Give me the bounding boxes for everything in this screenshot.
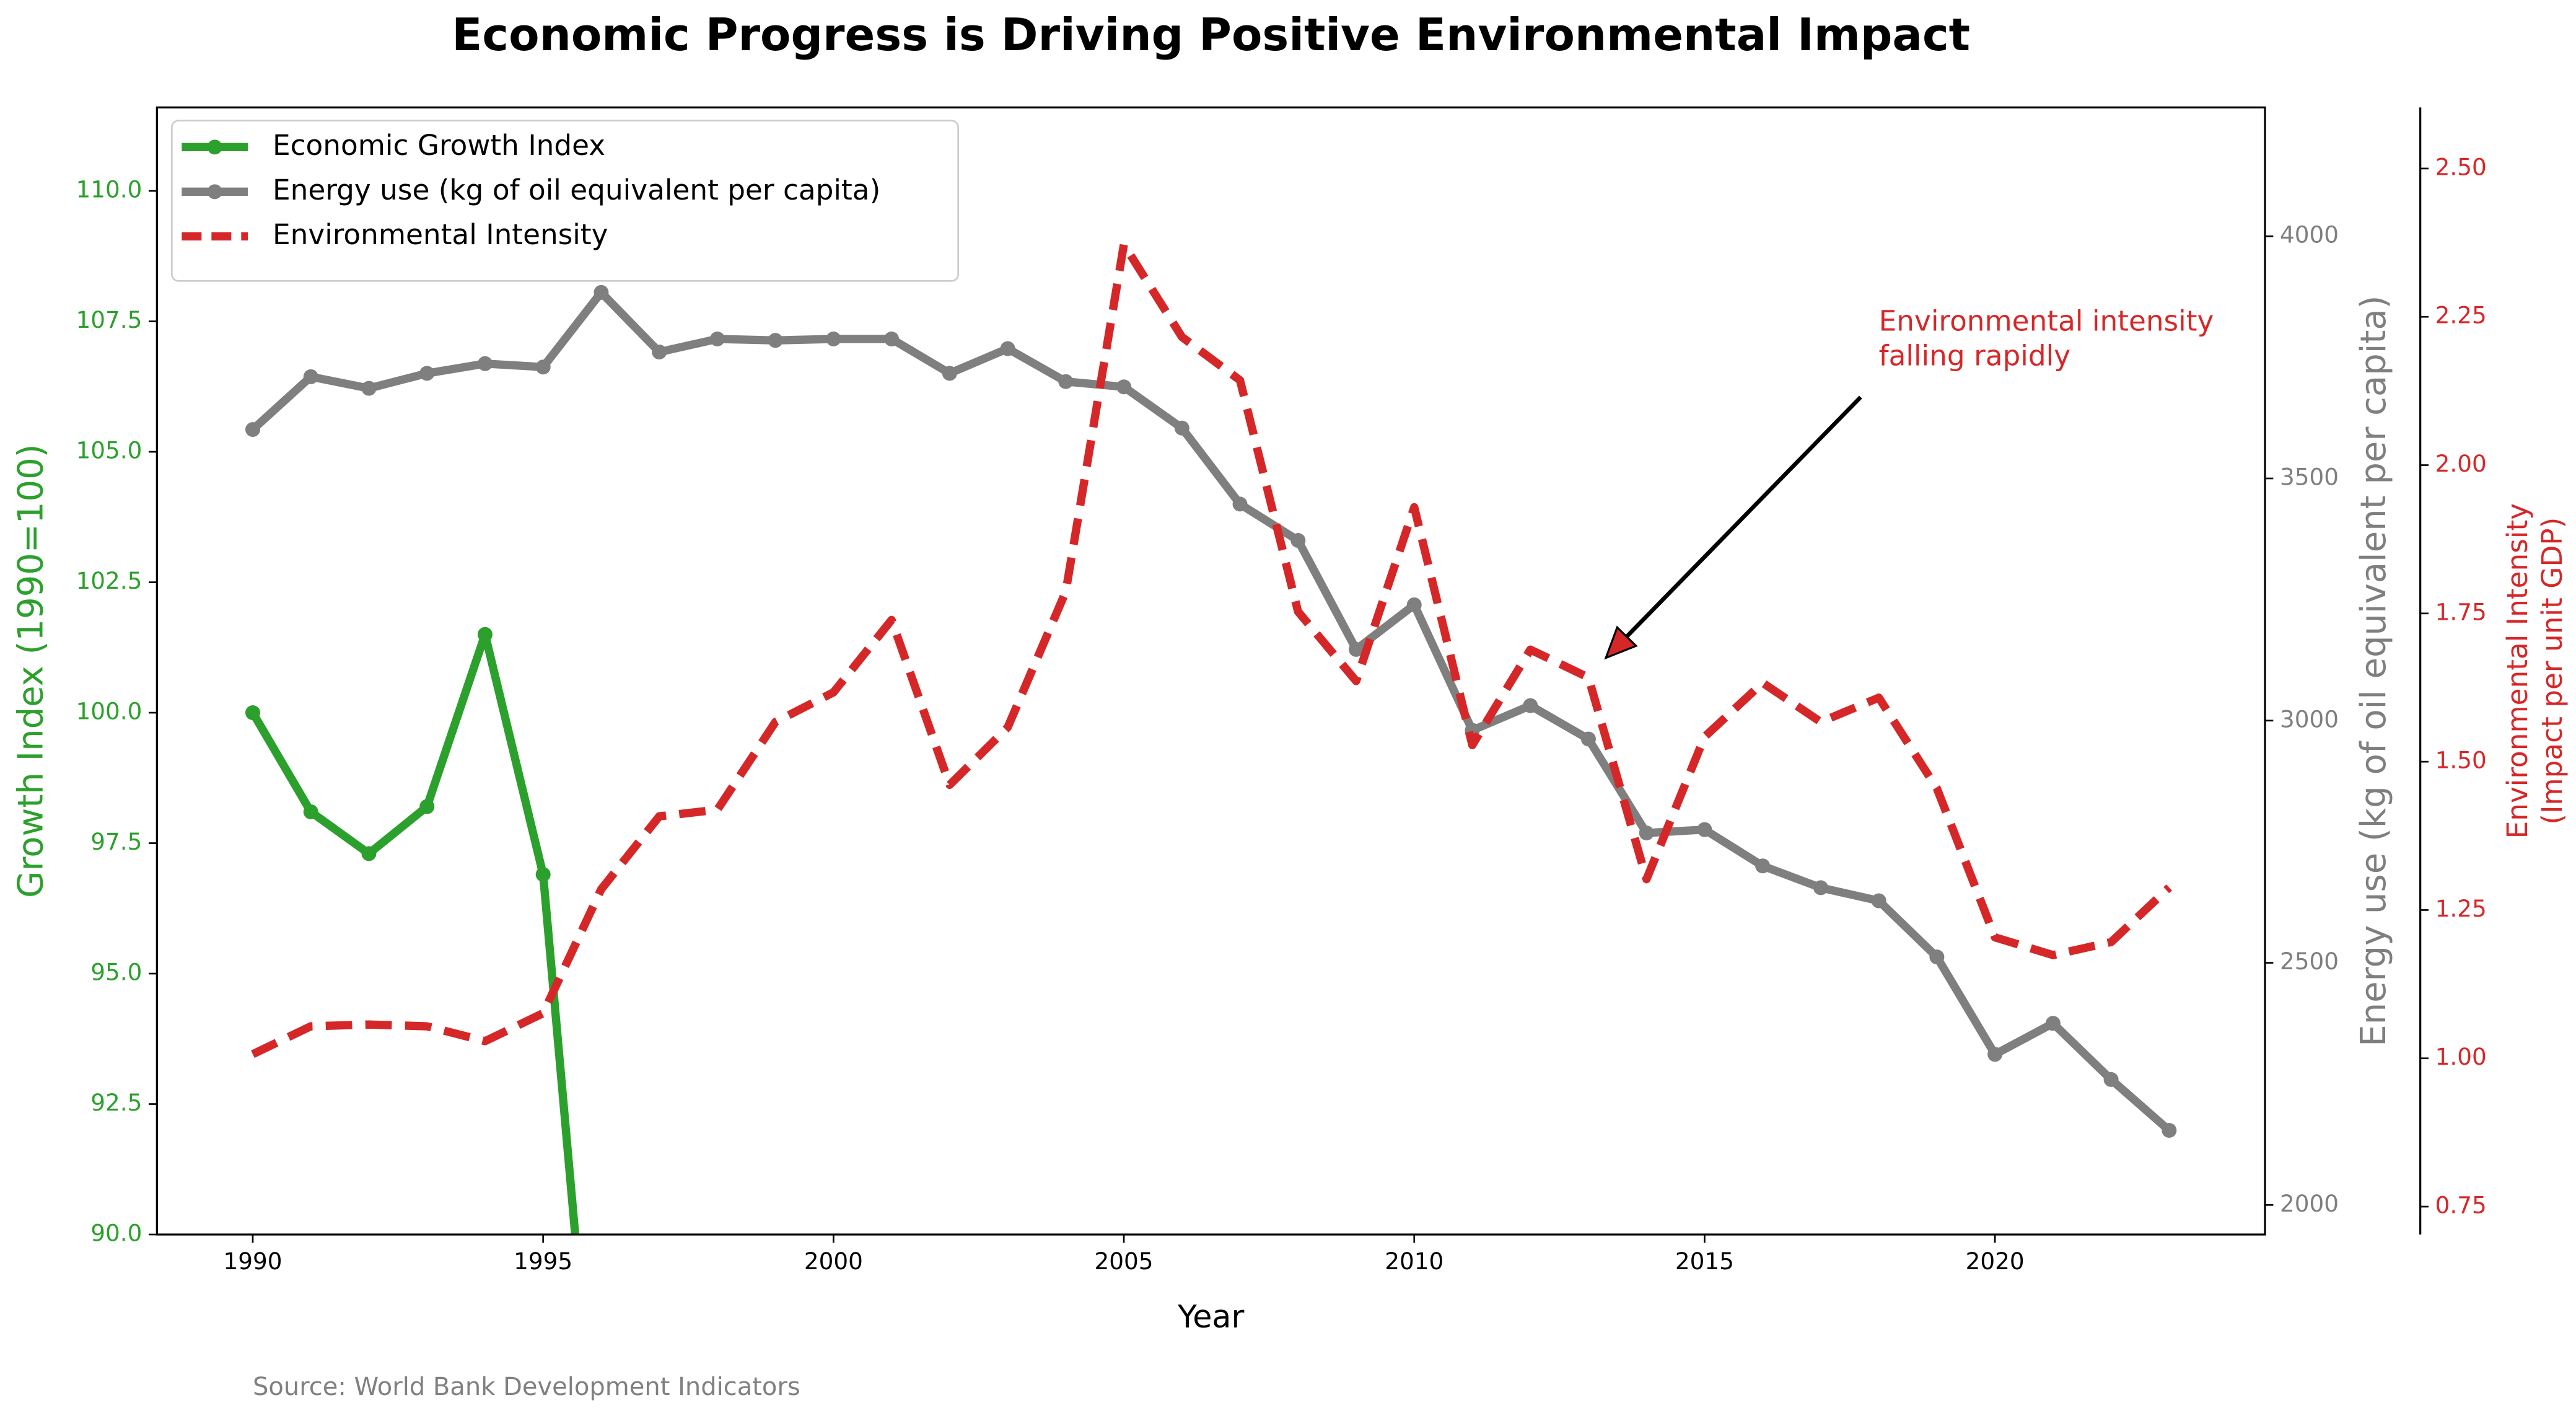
y-tick-label: 102.5 [76,567,142,594]
data-point [2162,1122,2177,1138]
x-tick-label: 2000 [804,1248,863,1275]
legend-box [171,120,959,282]
y3-tick-label: 1.50 [2435,747,2487,774]
legend-label: Energy use (kg of oil equivalent per cap… [273,174,880,206]
y3-tick-label: 1.25 [2435,895,2487,922]
data-point [1290,533,1306,548]
data-point [1349,641,1364,657]
y3-tick-label: 2.50 [2435,153,2487,180]
data-point [1813,880,1828,896]
data-point [594,284,609,300]
y3-axis-label: (Impact per unit GDP) [2536,517,2569,825]
data-point [1174,420,1189,436]
y2-tick-label: 4000 [2280,221,2339,249]
data-point [419,366,435,381]
y-tick-label: 110.0 [76,176,142,203]
x-axis-label: Year [1177,1298,1244,1335]
data-point [652,345,667,360]
x-tick-label: 2015 [1675,1248,1734,1275]
data-point [477,356,493,371]
data-point [245,705,260,721]
data-point [1523,698,1538,713]
data-point [2103,1072,2119,1087]
y-tick-label: 105.0 [76,437,142,464]
series-line [250,288,2172,1133]
data-point [303,369,318,384]
y2-tick-label: 2500 [2280,948,2339,975]
y3-axis-label: Environmental Intensity [2501,503,2534,839]
y-axis-label: Growth Index (1990=100) [11,444,51,897]
data-point [535,867,551,883]
data-point [2045,1016,2061,1031]
legend-marker [207,184,222,200]
x-tick-label: 1995 [514,1248,572,1275]
data-point [942,366,957,381]
data-point [768,333,783,348]
y3-tick-label: 1.75 [2435,598,2487,625]
y2-tick-label: 2000 [2280,1190,2339,1217]
data-point [1755,858,1771,874]
y3-tick-label: 0.75 [2435,1192,2487,1219]
data-point [303,804,318,819]
data-point [419,799,435,814]
series-line [251,240,2172,1059]
plot-area [245,240,2177,1235]
data-point [826,331,841,346]
data-point [1871,893,1886,909]
x-tick-label: 2005 [1095,1248,1154,1275]
chart-title: Economic Progress is Driving Positive En… [452,9,1970,61]
y-tick-label: 100.0 [76,698,142,725]
data-point [1058,374,1074,389]
data-point [1116,379,1132,395]
source-note: Source: World Bank Development Indicator… [253,1373,800,1401]
data-point [1580,731,1596,747]
data-point [1929,949,1945,965]
data-point [1406,597,1422,612]
data-point [709,331,725,346]
legend-marker [207,139,222,155]
x-tick-label: 1990 [224,1248,283,1275]
data-point [361,846,377,861]
annotation-text: falling rapidly [1879,339,2070,372]
annotation-text: Environmental intensity [1879,304,2214,337]
legend-label: Environmental Intensity [273,218,608,251]
legend-label: Economic Growth Index [273,129,605,162]
data-point [245,422,260,438]
data-point [535,359,551,375]
y-tick-label: 97.5 [90,828,142,855]
data-point [1697,822,1712,837]
data-point [884,331,900,346]
data-point [361,381,377,396]
plot-frame [156,106,2266,1236]
annotation-arrowhead [1604,625,1638,660]
y-tick-label: 90.0 [90,1220,142,1247]
y2-axis-label: Energy use (kg of oil equivalent per cap… [2354,296,2394,1047]
y3-tick-label: 2.25 [2435,302,2487,329]
x-tick-label: 2020 [1966,1248,2025,1275]
data-point [1000,341,1015,356]
data-point [477,627,493,642]
y-tick-label: 107.5 [76,306,142,333]
y3-tick-label: 2.00 [2435,450,2487,477]
y3-tick-label: 1.00 [2435,1043,2487,1070]
x-tick-label: 2010 [1385,1248,1444,1275]
data-point [1232,496,1248,512]
y2-tick-label: 3500 [2280,464,2339,491]
data-point [1987,1047,2003,1062]
annotation-arrow [1625,395,1862,638]
y2-tick-label: 3000 [2280,705,2339,733]
y-tick-label: 95.0 [90,959,142,986]
data-point [1639,825,1654,841]
y-tick-label: 92.5 [90,1089,142,1116]
